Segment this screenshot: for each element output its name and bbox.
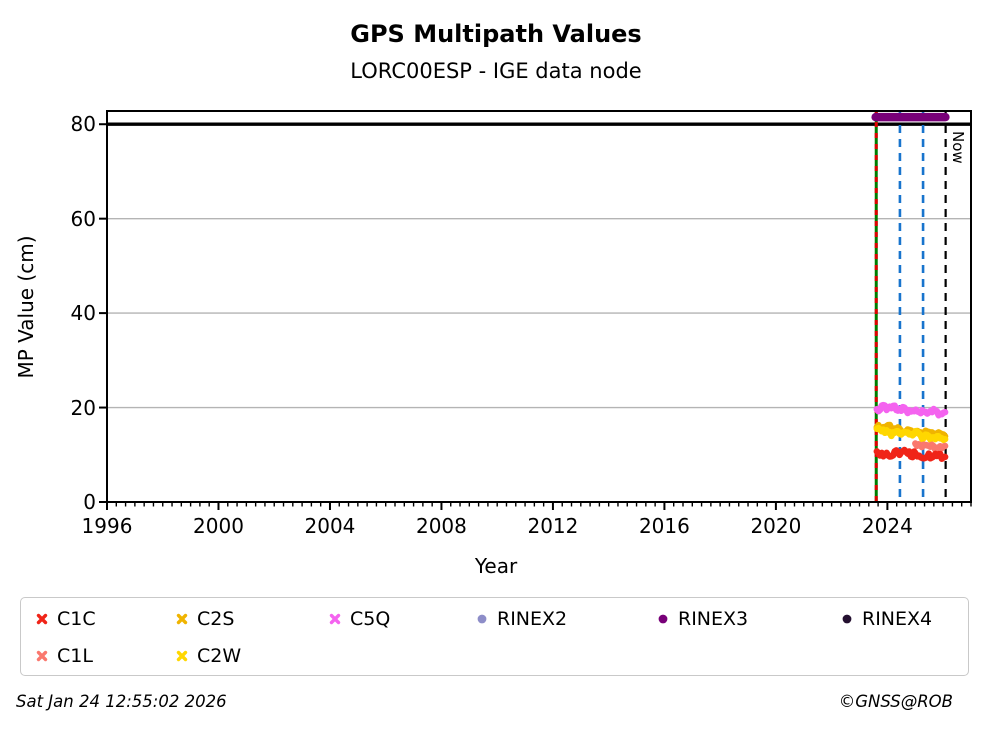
x-tick-label: 2016 xyxy=(638,514,690,538)
dot-marker-icon xyxy=(842,614,852,624)
series-c1c xyxy=(873,446,949,462)
x-tick-label: 2012 xyxy=(527,514,579,538)
plot-timestamp: Sat Jan 24 12:55:02 2026 xyxy=(16,692,227,711)
series-c2s xyxy=(873,421,949,440)
series-c2w xyxy=(873,424,949,444)
legend-label: C1C xyxy=(57,608,96,630)
x-marker-icon xyxy=(36,613,48,625)
legend-item-c1c: C1C xyxy=(35,606,96,632)
plot-frame xyxy=(106,110,972,503)
legend-item-c5q: C5Q xyxy=(328,606,390,632)
series-c5q xyxy=(873,401,949,419)
x-tick-label: 2008 xyxy=(415,514,467,538)
x-tick-label: 2000 xyxy=(193,514,244,538)
legend-label: C5Q xyxy=(350,608,391,630)
series-c1l xyxy=(912,440,949,453)
x-marker-icon xyxy=(176,650,188,662)
dot-marker-icon xyxy=(658,614,668,624)
y-tick-label: 60 xyxy=(70,206,96,231)
page-title: GPS Multipath Values xyxy=(350,20,642,48)
legend-label: C2S xyxy=(197,608,235,630)
x-tick-label: 2024 xyxy=(861,514,913,538)
legend-item-c1l: C1L xyxy=(35,643,93,669)
x-tick-label: 2020 xyxy=(750,514,802,538)
legend-label: C1L xyxy=(57,645,93,667)
x-marker-icon xyxy=(329,613,341,625)
legend-label: C2W xyxy=(197,645,242,667)
chart-legend: C1C C2S C5Q RINEX2 RINEX3 RINEX4 C1L C2W xyxy=(20,597,969,676)
legend-item-rinex4: RINEX4 xyxy=(840,606,932,632)
y-tick-label: 40 xyxy=(70,301,96,326)
legend-item-c2w: C2W xyxy=(175,643,241,669)
dot-marker-icon xyxy=(477,614,487,624)
legend-item-rinex2: RINEX2 xyxy=(475,606,567,632)
x-marker-icon xyxy=(176,613,188,625)
legend-item-rinex3: RINEX3 xyxy=(656,606,748,632)
y-tick-label: 20 xyxy=(70,395,96,420)
y-tick-label: 80 xyxy=(70,112,96,137)
x-axis-label: Year xyxy=(474,554,518,578)
legend-label: RINEX2 xyxy=(497,608,568,630)
y-tick-label: 0 xyxy=(83,490,96,514)
y-axis-label: MP Value (cm) xyxy=(14,235,38,379)
legend-label: RINEX4 xyxy=(862,608,933,630)
chart-subtitle: LORC00ESP - IGE data node xyxy=(350,59,642,83)
now-annotation: Now xyxy=(949,131,967,164)
legend-label: RINEX3 xyxy=(678,608,749,630)
x-marker-icon xyxy=(36,650,48,662)
legend-item-c2s: C2S xyxy=(175,606,234,632)
x-tick-label: 1996 xyxy=(81,514,133,538)
x-tick-label: 2004 xyxy=(304,514,356,538)
copyright-credit: ©GNSS@ROB xyxy=(838,692,953,711)
